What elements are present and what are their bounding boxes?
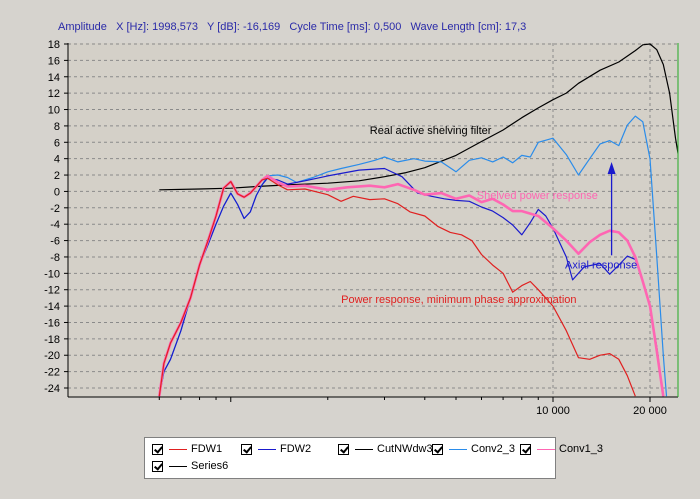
x-value: 1998,573	[152, 21, 199, 33]
y-tick-label: -10	[44, 268, 60, 280]
y-label: Y [dB]:	[207, 21, 240, 33]
legend-swatch	[355, 448, 373, 450]
cycle-label: Cycle Time [ms]:	[289, 21, 371, 33]
annotation-label: Power response, minimum phase approximat…	[341, 294, 576, 306]
x-label: X [Hz]:	[116, 21, 150, 33]
legend-checkbox[interactable]	[432, 443, 443, 455]
y-tick-label: 10	[48, 105, 60, 117]
y-tick-label: -8	[50, 252, 60, 264]
arrow-head	[607, 161, 616, 174]
grid-lines	[68, 43, 678, 397]
legend: FDW1 FDW2 CutNWdw3 Conv2_3 Conv1_3 Series6	[144, 437, 603, 479]
legend-label: Conv1_3	[559, 443, 604, 455]
y-tick-label: -14	[44, 301, 60, 313]
wave-label: Wave Length [cm]:	[410, 21, 502, 33]
annotation-label: Shelved power response	[477, 190, 598, 202]
plot-area[interactable]	[68, 43, 678, 397]
legend-item-cutnwdw3[interactable]: CutNWdw3	[338, 441, 433, 457]
legend-label: Series6	[191, 460, 229, 472]
x-tick-label: 10 000	[536, 405, 570, 417]
annotations: Real active shelving filter Shelved power…	[341, 125, 637, 306]
y-tick-label: 18	[48, 39, 60, 51]
mode-label: Amplitude	[58, 21, 107, 33]
legend-label: Conv2_3	[471, 443, 516, 455]
y-tick-label: -4	[50, 219, 60, 231]
legend-item-conv1_3[interactable]: Conv1_3	[520, 441, 603, 457]
y-tick-label: 8	[54, 121, 60, 133]
legend-swatch	[258, 448, 276, 450]
series-line-fdw2	[158, 167, 664, 397]
y-tick-label: 6	[54, 137, 60, 149]
legend-swatch	[449, 448, 467, 450]
y-tick-label: 14	[48, 72, 60, 84]
legend-checkbox[interactable]	[241, 443, 252, 455]
legend-checkbox[interactable]	[338, 443, 349, 455]
axes: 18 16 14 12 10 8 6 4 2 0 -2 -4 -6 -8 -10 -12 -14 -16 -18 -2…	[44, 39, 679, 417]
y-tick-label: -12	[44, 285, 60, 297]
y-tick-label: -20	[44, 350, 60, 362]
y-tick-label: -24	[44, 383, 60, 395]
legend-label: FDW2	[280, 443, 312, 455]
y-tick-label: 0	[54, 186, 60, 198]
legend-item-conv2_3[interactable]: Conv2_3	[432, 441, 515, 457]
annotation-label: Real active shelving filter	[370, 125, 492, 137]
y-tick-label: 16	[48, 55, 60, 67]
legend-checkbox[interactable]	[520, 443, 531, 455]
legend-checkbox[interactable]	[152, 460, 163, 472]
x-tick-label: 20 000	[633, 405, 667, 417]
legend-label: FDW1	[191, 443, 223, 455]
annotation-label: Axial response	[565, 259, 637, 271]
legend-item-fdw1[interactable]: FDW1	[152, 441, 222, 457]
series-line-fdw1	[158, 177, 636, 397]
y-tick-label: -22	[44, 367, 60, 379]
legend-item-fdw2[interactable]: FDW2	[241, 441, 311, 457]
legend-swatch	[537, 448, 555, 450]
y-tick-label: -16	[44, 317, 60, 329]
series-lines	[158, 43, 678, 397]
cycle-value: 0,500	[373, 21, 402, 33]
legend-label: CutNWdw3	[377, 443, 433, 455]
y-tick-label: 12	[48, 88, 60, 100]
y-tick-label: 2	[54, 170, 60, 182]
y-tick-label: -2	[50, 203, 60, 215]
readout-header: Amplitude X [Hz]: 1998,573 Y [dB]: -16,1…	[58, 21, 526, 33]
y-tick-label: -18	[44, 334, 60, 346]
y-value: -16,169	[242, 21, 281, 33]
legend-swatch	[169, 465, 187, 467]
legend-item-series6[interactable]: Series6	[152, 458, 228, 474]
series-line-cutnwdw3	[159, 43, 678, 191]
y-tick-label: 4	[54, 154, 60, 166]
legend-swatch	[169, 448, 187, 450]
wave-value: 17,3	[504, 21, 527, 33]
legend-checkbox[interactable]	[152, 443, 163, 455]
y-tick-label: -6	[50, 236, 60, 248]
